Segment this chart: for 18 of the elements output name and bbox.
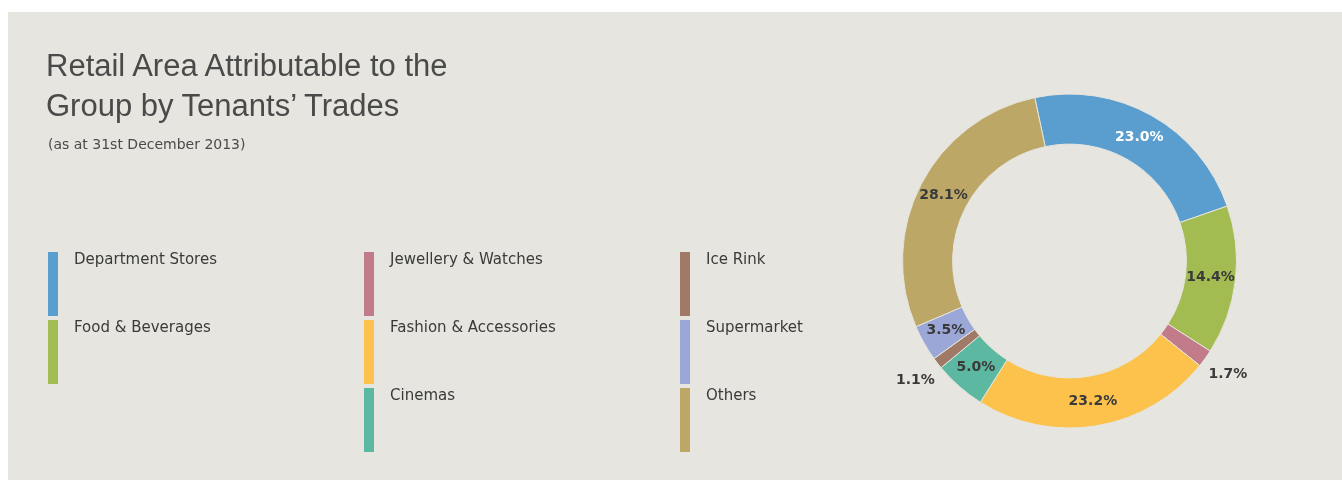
legend-label: Food & Beverages bbox=[74, 318, 211, 336]
data-label: 5.0% bbox=[956, 358, 996, 375]
chart-title: Retail Area Attributable to the Group by Tenants’ Trades bbox=[46, 47, 449, 125]
legend-label: Ice Rink bbox=[706, 250, 766, 268]
text: (as at 31st December 2013) bbox=[48, 136, 246, 152]
data-label: 23.0% bbox=[1114, 127, 1164, 144]
legend-label: Fashion & Accessories bbox=[390, 318, 556, 336]
legend-label: Department Stores bbox=[74, 250, 217, 268]
data-label: 23.2% bbox=[1068, 391, 1118, 408]
legend-label: Others bbox=[706, 386, 757, 404]
legend-label: Supermarket bbox=[706, 318, 803, 336]
data-label: 1.1% bbox=[895, 371, 935, 387]
data-label: 28.1% bbox=[919, 186, 968, 203]
legend-label: Cinemas bbox=[390, 386, 455, 404]
data-label: 1.7% bbox=[1208, 365, 1248, 382]
data-label: 3.5% bbox=[926, 321, 966, 338]
legend-label: Jewellery & Watches bbox=[390, 250, 543, 268]
data-label: 14.4% bbox=[1186, 268, 1235, 285]
